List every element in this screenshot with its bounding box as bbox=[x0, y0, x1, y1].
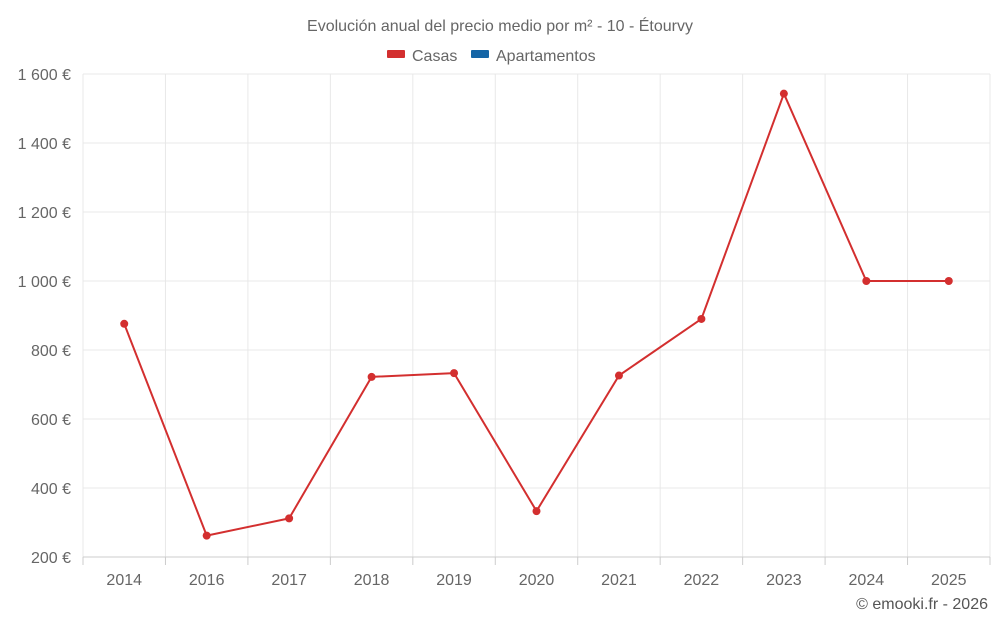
credit-text: © emooki.fr - 2026 bbox=[856, 596, 988, 613]
y-tick-label: 1 000 € bbox=[18, 274, 71, 291]
legend-swatch-casas bbox=[387, 50, 405, 58]
y-tick-label: 800 € bbox=[31, 343, 71, 360]
data-point-casas-2016[interactable] bbox=[202, 531, 211, 540]
x-tick-label: 2024 bbox=[849, 572, 885, 589]
data-point-casas-2017[interactable] bbox=[285, 514, 294, 523]
legend-swatch-apartamentos bbox=[471, 50, 489, 58]
x-tick-label: 2025 bbox=[931, 572, 967, 589]
x-tick-label: 2022 bbox=[684, 572, 720, 589]
series-casas bbox=[120, 89, 953, 540]
legend-label-casas: Casas bbox=[412, 48, 457, 65]
data-point-casas-2022[interactable] bbox=[697, 314, 706, 323]
data-point-casas-2019[interactable] bbox=[450, 369, 459, 378]
x-axis-ticks: 2014 2016 2017 2018 2019 2020 2021 2022 2023 2024… bbox=[106, 572, 966, 589]
x-tick-label: 2017 bbox=[271, 572, 307, 589]
x-tick-label: 2019 bbox=[436, 572, 472, 589]
data-point-casas-2025[interactable] bbox=[944, 277, 953, 285]
data-point-casas-2021[interactable] bbox=[614, 371, 623, 380]
x-tick-label: 2021 bbox=[601, 572, 637, 589]
legend-label-apartamentos: Apartamentos bbox=[496, 48, 596, 65]
legend: Casas Apartamentos bbox=[387, 48, 596, 65]
data-point-casas-2018[interactable] bbox=[367, 372, 376, 381]
chart-title: Evolución anual del precio medio por m² … bbox=[307, 16, 693, 35]
data-point-casas-2020[interactable] bbox=[532, 507, 541, 516]
y-axis-ticks: 200 € 400 € 600 € 800 € 1 000 € 1 200 € 1 400 … bbox=[18, 67, 71, 567]
x-tick-label: 2020 bbox=[519, 572, 555, 589]
data-point-casas-2024[interactable] bbox=[862, 277, 871, 285]
x-tick-label: 2016 bbox=[189, 572, 225, 589]
data-point-casas-2023[interactable] bbox=[779, 89, 788, 98]
y-tick-label: 200 € bbox=[31, 550, 71, 567]
y-tick-label: 400 € bbox=[31, 481, 71, 498]
y-tick-label: 1 600 € bbox=[18, 67, 71, 84]
x-tick-label: 2023 bbox=[766, 572, 802, 589]
data-point-casas-2014[interactable] bbox=[120, 319, 129, 328]
x-tick-label: 2018 bbox=[354, 572, 390, 589]
axes bbox=[82, 556, 991, 565]
y-tick-label: 1 200 € bbox=[18, 205, 71, 222]
y-tick-label: 1 400 € bbox=[18, 136, 71, 153]
x-tick-label: 2014 bbox=[106, 572, 142, 589]
legend-item-casas[interactable]: Casas bbox=[387, 48, 457, 65]
legend-item-apartamentos[interactable]: Apartamentos bbox=[471, 48, 596, 65]
grid bbox=[82, 73, 991, 558]
y-tick-label: 600 € bbox=[31, 412, 71, 429]
